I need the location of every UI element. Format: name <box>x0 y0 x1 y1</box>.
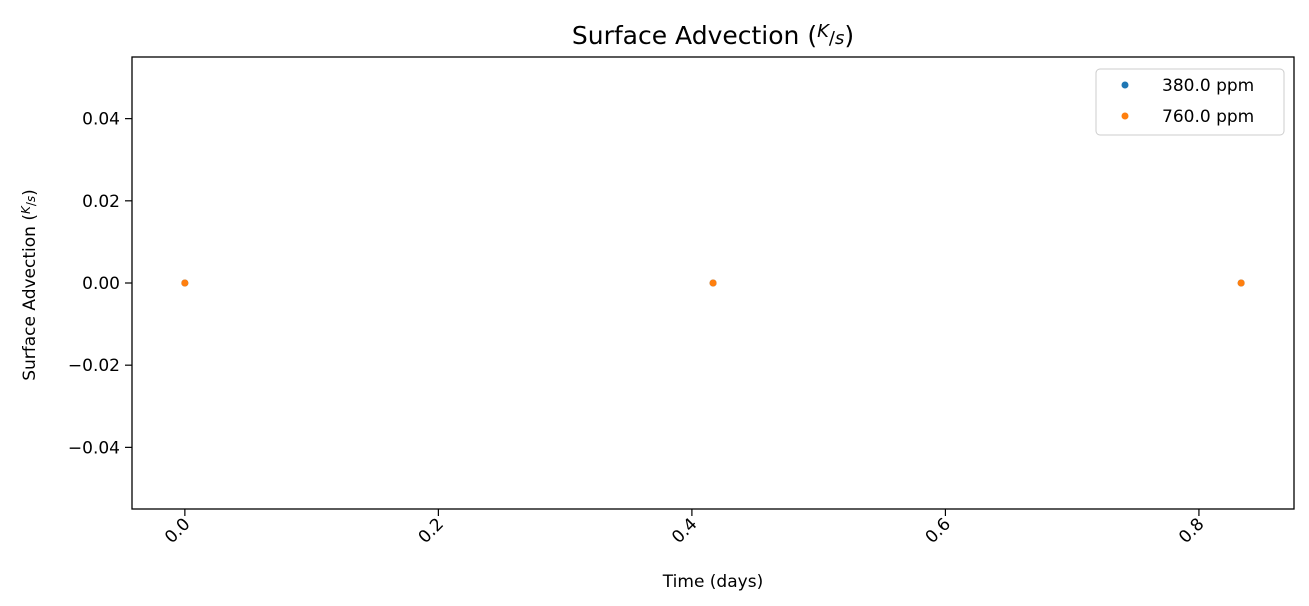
x-tick-label: 0.8 <box>1175 514 1208 547</box>
y-axis-label: Surface Advection (K/s) <box>19 189 40 381</box>
data-point-series-1 <box>1237 279 1245 287</box>
y-axis-ticks: 0.04 0.02 0.00 −0.02 −0.04 <box>68 110 132 458</box>
legend-marker-380 <box>1121 81 1129 89</box>
x-tick-label: 0.0 <box>161 514 194 547</box>
legend-label-380: 380.0 ppm <box>1162 76 1254 96</box>
chart-title: Surface Advection (K/s) <box>572 21 854 50</box>
data-point-series-1 <box>181 279 189 287</box>
y-tick-label: 0.04 <box>82 110 120 130</box>
x-axis-label: Time (days) <box>662 572 763 592</box>
x-tick-label: 0.4 <box>668 514 701 547</box>
legend-label-760: 760.0 ppm <box>1162 107 1254 127</box>
data-point-series-1 <box>709 279 717 287</box>
x-tick-label: 0.2 <box>415 514 448 547</box>
x-axis-ticks: 0.0 0.2 0.4 0.6 0.8 <box>161 509 1208 548</box>
legend-marker-760 <box>1121 112 1129 120</box>
x-tick-label: 0.6 <box>922 514 955 547</box>
y-tick-label: −0.04 <box>68 438 120 458</box>
y-tick-label: −0.02 <box>68 356 120 376</box>
y-tick-label: 0.02 <box>82 192 120 212</box>
legend-box <box>1095 68 1285 136</box>
legend: 380.0 ppm 760.0 ppm <box>1095 68 1285 136</box>
data-points <box>181 279 1245 287</box>
y-tick-label: 0.00 <box>82 274 120 294</box>
